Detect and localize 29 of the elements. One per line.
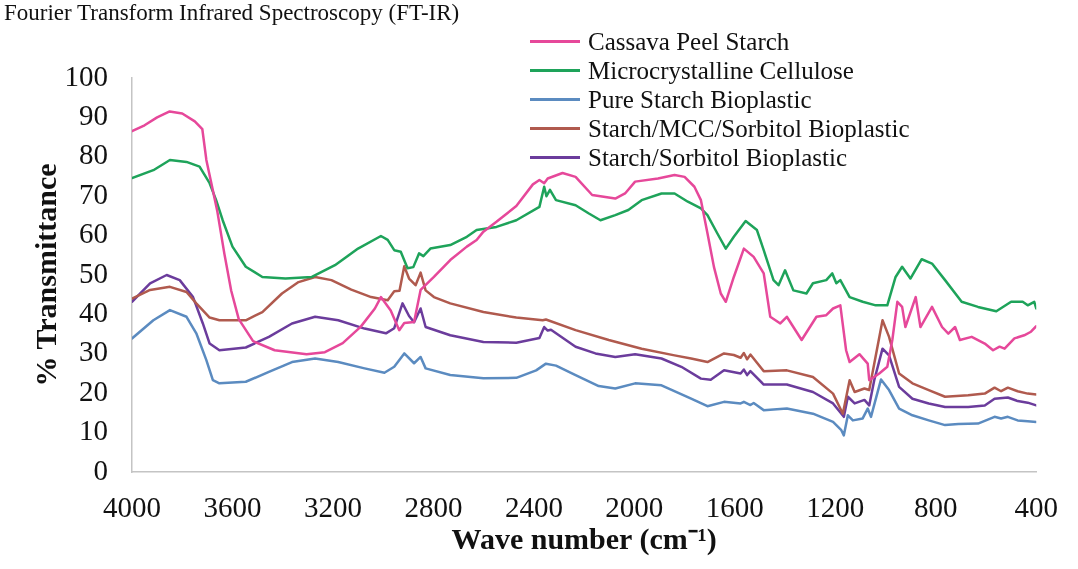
x-axis-title: Wave number (cm⁻¹) [451, 521, 717, 556]
y-axis-title: % Transmittance [28, 163, 62, 387]
x-tick-label: 1200 [806, 491, 865, 524]
x-tick-label: 4000 [103, 491, 161, 524]
y-tick-label: 10 [79, 414, 108, 447]
y-tick-label: 90 [79, 99, 108, 132]
legend-label: Pure Starch Bioplastic [588, 85, 812, 114]
legend-label: Starch/MCC/Sorbitol Bioplastic [588, 114, 910, 143]
y-tick-label: 100 [64, 59, 108, 92]
x-tick-label: 2800 [404, 491, 463, 524]
x-tick-label: 2000 [605, 491, 664, 524]
legend-label: Microcrystalline Cellulose [588, 56, 854, 85]
x-tick-label: 400 [1014, 491, 1058, 524]
y-tick-label: 0 [93, 453, 108, 486]
chart-title: Fourier Transform Infrared Spectroscopy (FT-IR) [4, 0, 460, 26]
y-tick-label: 70 [79, 177, 108, 210]
x-tick-label: 1600 [705, 491, 764, 524]
x-tick-label: 3600 [203, 491, 262, 524]
y-tick-label: 50 [79, 256, 108, 289]
legend-label: Starch/Sorbitol Bioplastic [588, 143, 848, 172]
x-tick-label: 3200 [303, 491, 362, 524]
y-tick-label: 60 [79, 217, 108, 250]
y-tick-label: 80 [79, 138, 108, 171]
legend-label: Cassava Peel Starch [588, 27, 790, 56]
y-tick-label: 30 [79, 335, 108, 368]
y-tick-label: 20 [79, 374, 108, 407]
x-tick-label: 2400 [504, 491, 563, 524]
y-tick-label: 40 [79, 296, 108, 329]
x-tick-label: 800 [914, 491, 958, 524]
